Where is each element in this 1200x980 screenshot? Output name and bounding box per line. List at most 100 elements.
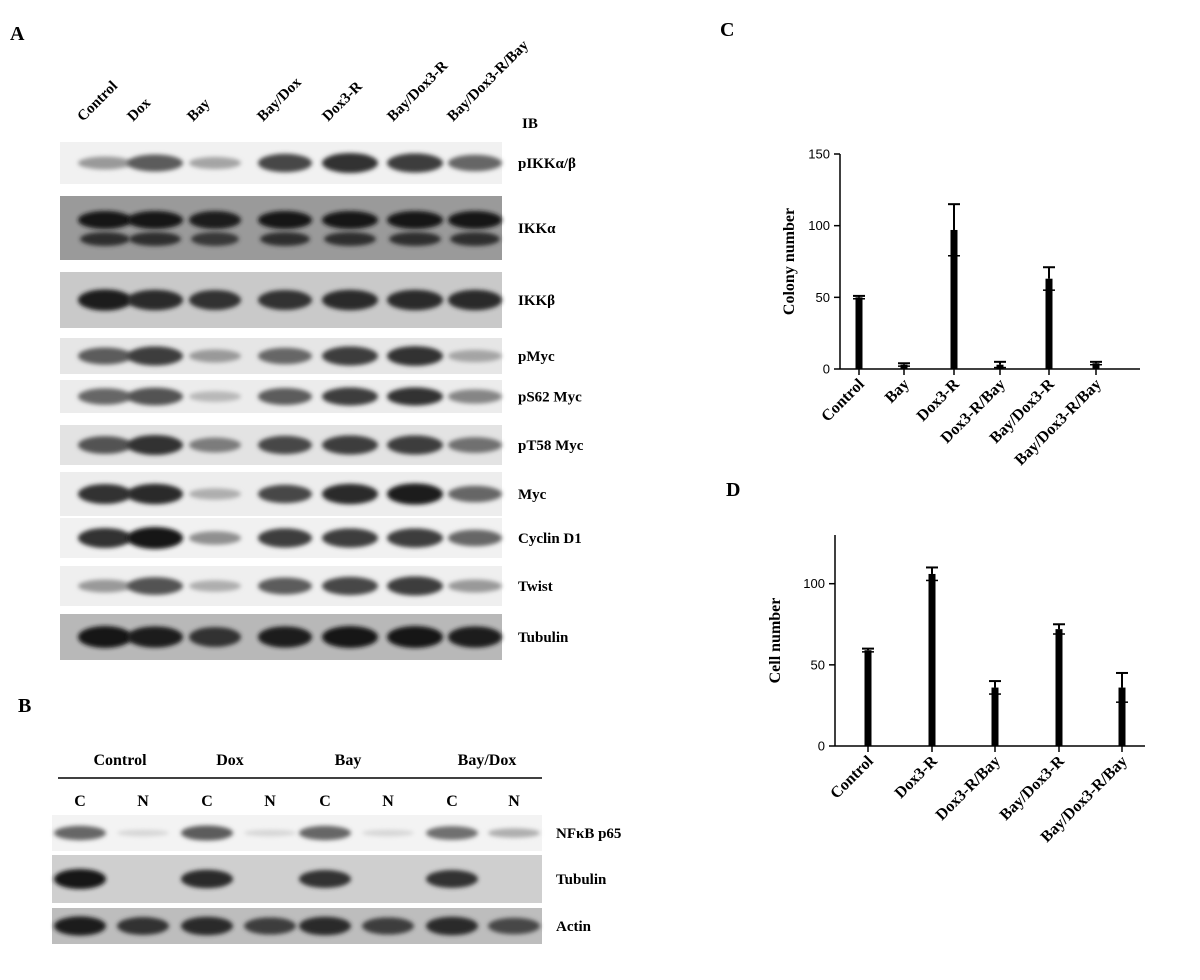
band-cyclin-d1-dox3-r: [322, 528, 378, 548]
blot-label-myc: Myc: [518, 487, 547, 503]
b-band-tubulin-1: [54, 869, 106, 889]
fraction-label-7: C: [446, 793, 458, 810]
b-band-nf-b-p65-1: [54, 825, 106, 841]
band-ikk-bay-dox: [258, 290, 312, 310]
blot-pikk: pIKKα/β: [60, 142, 576, 184]
bar-dox3-r: [928, 573, 936, 746]
band-tubulin-bay: [189, 627, 241, 647]
b-band-actin-7: [426, 916, 478, 936]
band-myc-dox3-r: [322, 483, 378, 505]
band-ps62-myc-bay: [189, 391, 241, 402]
band-pikk-dox3-r: [322, 153, 378, 173]
blot-label-pt58-myc: pT58 Myc: [518, 438, 584, 454]
blot-label-ps62-myc: pS62 Myc: [518, 390, 582, 406]
band-pt58-myc-bay-dox3-r: [387, 435, 443, 455]
group-label-bay: Bay: [335, 752, 362, 769]
band-pmyc-bay-dox: [258, 347, 312, 365]
b-band-nf-b-p65-4: [244, 829, 296, 837]
ib-label: IB: [522, 116, 538, 132]
lane-label-dox3-r: Dox3-R: [320, 79, 366, 125]
blot-label-pmyc: pMyc: [518, 349, 555, 365]
y-tick-label-0: 0: [818, 739, 825, 754]
band-myc-control: [78, 484, 132, 504]
b-band-actin-3: [181, 916, 233, 936]
band-lower-ikk-control: [80, 232, 130, 246]
b-band-actin-2: [117, 917, 169, 935]
band-twist-bay-dox3-r: [387, 576, 443, 596]
b-band-actin-6: [362, 917, 414, 935]
group-label-dox: Dox: [216, 752, 244, 769]
b-band-tubulin-3: [181, 869, 233, 889]
b-band-actin-1: [54, 916, 106, 936]
blot-myc: Myc: [60, 472, 547, 516]
y-tick-label-50: 50: [816, 290, 830, 305]
band-lower-ikk-dox3-r: [324, 232, 376, 246]
blot-pmyc: pMyc: [60, 338, 555, 374]
panel-letter-d: D: [726, 479, 740, 501]
fraction-label-3: C: [201, 793, 213, 810]
blot-ikk: IKKβ: [60, 272, 555, 328]
band-pt58-myc-control: [78, 436, 132, 454]
blot-twist: Twist: [60, 566, 553, 606]
fraction-label-2: N: [137, 793, 149, 810]
band-tubulin-dox: [127, 626, 183, 648]
panel-letter-c: C: [720, 19, 734, 41]
band-lower-ikk-bay: [191, 232, 239, 246]
band-pmyc-dox3-r: [322, 346, 378, 366]
b-blot-actin: Actin: [52, 908, 592, 944]
band-pikk-control: [78, 156, 132, 170]
band-cyclin-d1-bay-dox: [258, 528, 312, 548]
band-tubulin-bay-dox3-r-bay: [448, 626, 502, 648]
x-tick-label-bay-dox3-r-bay: Bay/Dox3-R/Bay: [1012, 376, 1105, 469]
band-ikk-dox3-r: [322, 289, 378, 311]
band-pmyc-bay-dox3-r: [387, 346, 443, 366]
fraction-label-4: N: [264, 793, 276, 810]
blot-tubulin: Tubulin: [60, 614, 569, 660]
band-pikk-bay-dox: [258, 153, 312, 173]
band-twist-dox3-r: [322, 576, 378, 596]
bar-bay-dox3-r: [1055, 629, 1063, 746]
band-ikk-bay-dox: [258, 211, 312, 229]
b-band-actin-5: [299, 916, 351, 936]
blot-ikk: IKKα: [60, 196, 556, 260]
b-band-actin-4: [244, 917, 296, 935]
bar-bay-dox3-r-bay: [1092, 363, 1100, 369]
b-blot-label-tubulin: Tubulin: [556, 872, 607, 888]
b-blot-nf-b-p65: NFκB p65: [52, 815, 621, 851]
lane-label-bay-dox: Bay/Dox: [255, 74, 306, 125]
x-tick-label-bay: Bay: [882, 376, 913, 407]
x-tick-label-dox3-r: Dox3-R: [892, 752, 941, 801]
b-band-nf-b-p65-7: [426, 826, 478, 840]
b-band-nf-b-p65-2: [117, 829, 169, 837]
band-ikk-bay-dox3-r-bay: [448, 211, 502, 229]
band-ps62-myc-dox3-r: [322, 387, 378, 406]
fraction-label-1: C: [74, 793, 86, 810]
b-band-actin-8: [488, 917, 540, 935]
blot-label-pikk: pIKKα/β: [518, 156, 576, 172]
y-axis-title: Cell number: [767, 598, 784, 684]
band-myc-bay: [189, 488, 241, 500]
y-tick-label-50: 50: [811, 657, 825, 672]
band-twist-control: [78, 579, 132, 593]
panel-letter-a: A: [10, 23, 25, 45]
band-ikk-bay-dox3-r: [387, 289, 443, 311]
band-cyclin-d1-bay-dox3-r: [387, 528, 443, 548]
y-tick-label-100: 100: [803, 576, 825, 591]
blot-pt58-myc: pT58 Myc: [60, 425, 584, 465]
x-tick-label-control: Control: [827, 752, 877, 802]
b-band-tubulin-5: [299, 870, 351, 888]
x-tick-label-dox3-r-bay: Dox3-R/Bay: [933, 753, 1004, 824]
panel-a-western-blot: Control Dox Bay Bay/Dox Dox3-R Bay/Dox3-RBay/…: [60, 37, 584, 660]
bar-bay-dox3-r: [1045, 278, 1053, 369]
blot-label-twist: Twist: [518, 579, 553, 595]
band-ikk-bay-dox3-r: [387, 211, 443, 229]
panel-letter-b: B: [18, 695, 31, 717]
band-ikk-bay-dox3-r-bay: [448, 289, 502, 311]
blot-label-tubulin: Tubulin: [518, 630, 569, 646]
band-twist-bay-dox: [258, 577, 312, 595]
band-pikk-dox: [127, 154, 183, 172]
band-pmyc-control: [78, 347, 132, 365]
band-ikk-control: [78, 289, 132, 311]
